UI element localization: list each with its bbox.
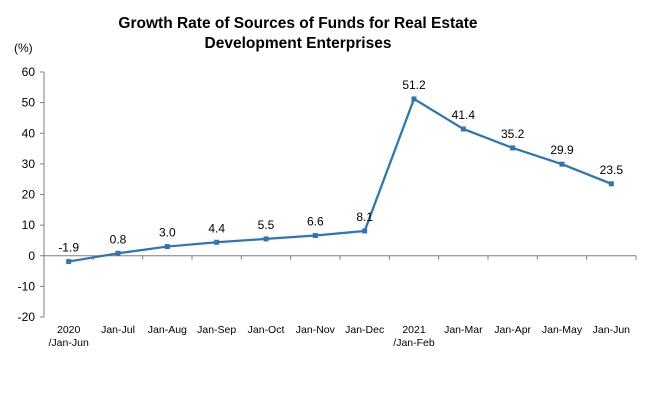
data-point-marker	[510, 145, 516, 151]
data-point-marker	[559, 161, 565, 167]
x-tick-label: Jan-Oct	[248, 324, 285, 336]
y-tick-label: 20	[22, 188, 36, 202]
x-tick-label: Jan-Sep	[197, 324, 236, 336]
y-tick-label: -10	[18, 279, 36, 293]
series-line	[68, 97, 612, 263]
data-label: 23.5	[600, 163, 624, 177]
chart-title-line-2: Development Enterprises	[205, 35, 392, 52]
y-tick-label: -20	[18, 310, 36, 324]
x-tick-label: Jan-Aug	[148, 324, 187, 336]
y-tick-label: 10	[22, 218, 36, 232]
data-label: 0.8	[110, 232, 127, 246]
data-point-marker	[214, 239, 220, 245]
data-label: 3.0	[159, 226, 176, 240]
data-point-marker	[263, 236, 269, 242]
y-tick-labels: 60 50 40 30 20 10 0 -10 -20	[18, 65, 36, 324]
data-label: 51.2	[402, 78, 426, 92]
axes	[40, 71, 637, 318]
x-tick-label: Jan-Jul	[101, 324, 135, 336]
x-tick-label: Jan-Nov	[296, 324, 336, 336]
y-axis-unit-label: (%)	[14, 41, 33, 55]
data-point-marker	[115, 250, 121, 256]
data-label: 41.4	[452, 108, 476, 122]
data-label: 6.6	[307, 215, 324, 229]
x-tick-label: Jan-Mar	[444, 324, 483, 336]
x-tick-label: Jan-Apr	[494, 324, 531, 336]
data-label-group: -1.9 0.8 3.0 4.4 5.5 6.6 8.1 51.2 41.4 35.2 29.9 23…	[58, 78, 623, 255]
data-label: 29.9	[550, 143, 574, 157]
y-tick-label: 40	[22, 126, 36, 140]
x-tick-label: Jan-Jun	[593, 324, 631, 336]
data-label: 8.1	[356, 210, 373, 224]
chart-title-line-1: Growth Rate of Sources of Funds for Real…	[118, 15, 478, 32]
x-tick-label: 2020/Jan-Jun	[49, 324, 89, 349]
data-label: -1.9	[58, 241, 79, 255]
data-label: 35.2	[501, 127, 525, 141]
data-label: 4.4	[208, 221, 225, 235]
y-tick-label: 50	[22, 96, 36, 110]
y-tick-label: 60	[22, 65, 36, 79]
x-tick-label: 2021/Jan-Feb	[393, 324, 435, 349]
y-tick-label: 30	[22, 157, 36, 171]
data-point-marker	[460, 126, 466, 132]
data-point-marker	[164, 244, 170, 250]
x-tick-label: Jan-Dec	[345, 324, 384, 336]
data-point-marker	[312, 233, 318, 239]
data-point-marker	[362, 228, 368, 234]
data-point-marker	[608, 181, 614, 187]
data-point-marker	[66, 259, 72, 265]
series-line-group	[66, 96, 614, 265]
data-label: 5.5	[258, 218, 275, 232]
x-tick-labels: 2020/Jan-Jun Jan-Jul Jan-Aug Jan-Sep Jan-Oct…	[49, 324, 631, 349]
x-tick-label: Jan-May	[542, 324, 583, 336]
y-tick-label: 0	[28, 249, 35, 263]
data-point-marker	[411, 96, 417, 102]
